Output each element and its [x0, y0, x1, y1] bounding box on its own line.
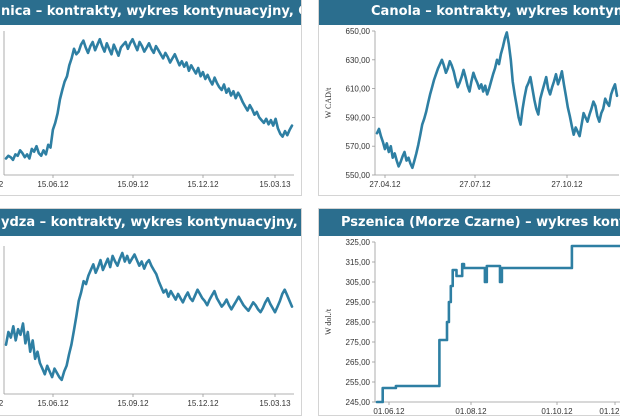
y-tick-label: 650,00 — [346, 27, 371, 36]
x-tick-label: 01.10.12 — [541, 407, 573, 416]
y-tick-label: 255,00 — [346, 378, 371, 387]
y-tick-label: 285,00 — [346, 318, 371, 327]
y-tick-label: 275,00 — [346, 338, 371, 347]
y-tick-label: 295,00 — [346, 298, 371, 307]
x-tick-label: 01.06.12 — [373, 407, 405, 416]
chart-panel-2-header: Canola – kontrakty, wykres kontynuacyjny… — [319, 0, 620, 25]
x-tick-label: 27.10.12 — [551, 180, 583, 189]
chart-panel-1-header: nica – kontrakty, wykres kontynuacyjny, … — [0, 0, 301, 25]
series-line — [375, 31, 619, 170]
chart-3: 15.06.12 15.09.12 15.12.12 15.03.13 2 — [0, 246, 294, 408]
chart-panel-4-title: Pszenica (Morze Czarne) – wykres kontynu… — [341, 215, 620, 230]
y-tick-label: 265,00 — [346, 358, 371, 367]
y-tick-label: 325,00 — [346, 238, 371, 247]
y-tick-label: 550,00 — [346, 171, 371, 180]
series-line — [4, 37, 294, 162]
x-tick-label: 15.06.12 — [37, 399, 69, 408]
chart-panel-2: Canola – kontrakty, wykres kontynuacyjny… — [318, 0, 620, 196]
x-tick-label: 15.09.12 — [117, 399, 149, 408]
y-axis-label: W dol./t — [324, 308, 333, 335]
x-tick-label: 15.03.13 — [259, 180, 291, 189]
y-tick-label: 245,00 — [346, 398, 371, 407]
chart-2: 550,00 570,00 590,00 610,00 630,00 650,00 W CA… — [324, 27, 619, 189]
chart-panel-4-header: Pszenica (Morze Czarne) – wykres kontynu… — [319, 209, 620, 236]
x-tick-label: 15.12.12 — [187, 180, 219, 189]
chart-1: 15.06.12 15.09.12 15.12.12 15.03.13 2 — [0, 31, 294, 189]
y-tick-label: 610,00 — [346, 85, 371, 94]
y-tick-label: 630,00 — [346, 56, 371, 65]
y-tick-label: 315,00 — [346, 258, 371, 267]
chart-panel-3: ydza – kontrakty, wykres kontynuacyjny, … — [0, 208, 302, 416]
y-tick-label: 590,00 — [346, 113, 371, 122]
y-tick-label: 570,00 — [346, 142, 371, 151]
chart-panel-3-header: ydza – kontrakty, wykres kontynuacyjny, … — [0, 209, 301, 236]
chart-panel-2-title: Canola – kontrakty, wykres kontynuacyjny… — [371, 4, 620, 19]
chart-panel-1-title: nica – kontrakty, wykres kontynuacyjny, … — [1, 4, 301, 19]
y-axis-label: W CAD/t — [324, 87, 333, 119]
chart-4: 245,00 255,00 265,00 275,00 285,00 295,00 305,… — [324, 238, 620, 416]
series-line — [375, 244, 620, 404]
x-tick-label: 27.04.12 — [369, 180, 401, 189]
chart-panel-3-title: ydza – kontrakty, wykres kontynuacyjny, … — [1, 215, 301, 230]
x-tick-label: 01.08.12 — [455, 407, 487, 416]
y-tick-label: 305,00 — [346, 278, 371, 287]
chart-panel-4: Pszenica (Morze Czarne) – wykres kontynu… — [318, 208, 620, 416]
x-tick-label: 01.12.12 — [599, 407, 620, 416]
x-tick-label: 15.12.12 — [187, 399, 219, 408]
series-line — [4, 251, 294, 382]
x-tick-label: 15.09.12 — [117, 180, 149, 189]
x-tick-label: 2 — [0, 180, 4, 189]
x-tick-label: 2 — [0, 399, 4, 408]
chart-panel-1: nica – kontrakty, wykres kontynuacyjny, … — [0, 0, 302, 196]
x-tick-label: 15.06.12 — [37, 180, 69, 189]
x-tick-label: 15.03.13 — [259, 399, 291, 408]
x-tick-label: 27.07.12 — [459, 180, 491, 189]
